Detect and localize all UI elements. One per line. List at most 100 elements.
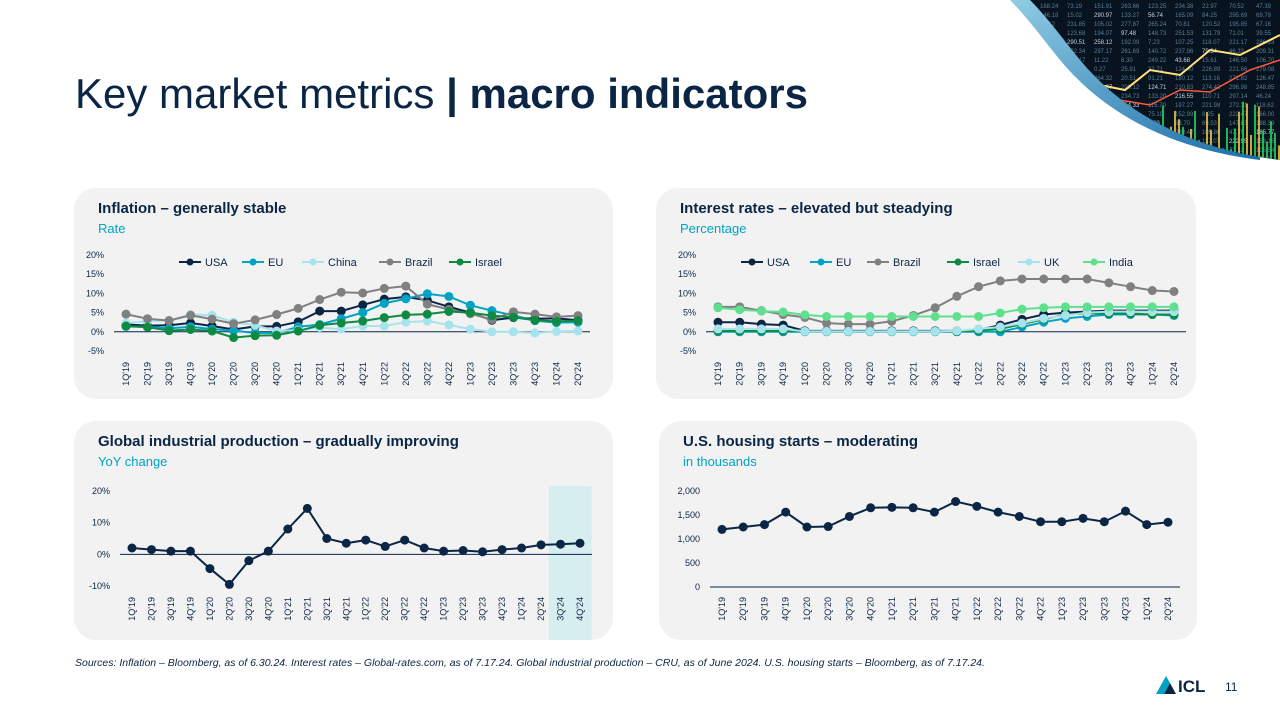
series-line [125, 310, 579, 339]
data-point [315, 306, 325, 316]
interest-rates-panel: Interest rates – elevated but steadying … [656, 188, 1196, 399]
housing-starts-subtitle: in thousands [683, 454, 757, 469]
y-tick-label: 1,000 [677, 534, 700, 544]
svg-text:105.02: 105.02 [1094, 22, 1113, 28]
data-point [1057, 517, 1067, 527]
forecast-highlight [548, 486, 592, 640]
x-tick-label: 2Q'21 [908, 597, 918, 621]
data-point [1082, 274, 1092, 284]
data-point [1036, 517, 1046, 527]
data-point [1121, 506, 1131, 516]
data-point [865, 311, 875, 321]
y-tick-label: 0% [683, 327, 696, 337]
data-point [1014, 511, 1024, 521]
data-point [843, 311, 853, 321]
series-line [717, 305, 1174, 318]
x-tick-label: 2Q'23 [1078, 597, 1088, 621]
data-point [1039, 303, 1049, 313]
svg-text:0.27: 0.27 [1094, 67, 1106, 73]
legend-item: EU [242, 257, 283, 269]
data-point [1060, 310, 1070, 320]
svg-text:8.25: 8.25 [1202, 112, 1214, 118]
y-tick-label: 20% [92, 486, 110, 496]
svg-text:290.97: 290.97 [1094, 13, 1113, 19]
data-point [778, 307, 788, 317]
svg-text:11.22: 11.22 [1094, 58, 1109, 64]
svg-text:91.21: 91.21 [1148, 76, 1164, 82]
x-tick-label: 1Q'22 [972, 597, 982, 621]
data-point [244, 556, 254, 566]
data-point [465, 324, 475, 334]
y-tick-label: 15% [86, 269, 104, 279]
y-tick-label: 0% [91, 327, 104, 337]
data-point [1163, 517, 1173, 527]
svg-text:66.97: 66.97 [1067, 121, 1083, 127]
data-point [756, 306, 766, 316]
data-point [1169, 286, 1179, 296]
x-tick-label: 1Q'23 [1060, 362, 1070, 386]
svg-text:277.87: 277.87 [1121, 22, 1140, 28]
data-point [1060, 274, 1070, 284]
svg-text:297.17: 297.17 [1094, 49, 1113, 55]
data-point [1078, 513, 1088, 523]
data-point [358, 316, 368, 326]
svg-text:79.34: 79.34 [1202, 49, 1218, 55]
x-tick-label: 1Q'19 [121, 362, 131, 386]
data-point [293, 303, 303, 313]
data-point [465, 300, 475, 310]
svg-text:132.34: 132.34 [1067, 49, 1086, 55]
y-tick-label: 10% [92, 518, 110, 528]
svg-text:296.98: 296.98 [1229, 85, 1248, 91]
x-tick-label: 3Q'21 [929, 597, 939, 621]
data-point [908, 326, 918, 336]
svg-text:118.62: 118.62 [1256, 103, 1275, 109]
data-point [380, 541, 390, 551]
svg-text:47.39: 47.39 [1256, 4, 1272, 10]
data-point [556, 539, 566, 549]
data-point [738, 522, 748, 532]
data-point [1039, 274, 1049, 284]
data-point [166, 546, 176, 556]
y-tick-label: 5% [683, 308, 696, 318]
y-tick-label: 0 [695, 582, 700, 592]
svg-text:46.97: 46.97 [1121, 157, 1137, 160]
svg-text:175.62: 175.62 [1067, 139, 1086, 145]
x-tick-label: 2Q'24 [1163, 597, 1173, 621]
svg-text:140.72: 140.72 [1148, 49, 1167, 55]
x-tick-label: 1Q'21 [887, 362, 897, 386]
data-point [465, 308, 475, 318]
data-point [401, 310, 411, 320]
data-point [458, 546, 468, 556]
data-point [865, 319, 875, 329]
page-number: 11 [1225, 680, 1238, 694]
x-tick-label: 2Q'21 [315, 362, 325, 386]
x-tick-label: 3Q'21 [336, 362, 346, 386]
svg-text:283.80: 283.80 [1067, 130, 1086, 136]
x-tick-label: 2Q'22 [995, 362, 1005, 386]
x-tick-label: 3Q'21 [322, 597, 332, 621]
svg-text:47.79: 47.79 [1229, 130, 1245, 136]
data-point [315, 320, 325, 330]
x-tick-label: 2Q'24 [1169, 362, 1179, 386]
data-point [186, 324, 196, 334]
legend-item: EU [810, 257, 851, 269]
data-point [487, 311, 497, 321]
x-tick-label: 4Q'23 [530, 362, 540, 386]
x-tick-label: 1Q'23 [465, 362, 475, 386]
y-tick-label: 1,500 [677, 510, 700, 520]
data-point [121, 321, 131, 331]
svg-text:6.48: 6.48 [1094, 103, 1106, 109]
x-tick-label: 4Q'22 [1036, 597, 1046, 621]
data-point [972, 501, 982, 511]
svg-text:15.61: 15.61 [1202, 58, 1218, 64]
data-point [887, 311, 897, 321]
svg-text:115.27: 115.27 [1040, 148, 1059, 154]
svg-text:123.63: 123.63 [1094, 130, 1113, 136]
svg-text:71.01: 71.01 [1229, 31, 1245, 37]
svg-text:31.45: 31.45 [1040, 121, 1056, 127]
x-tick-label: 1Q'20 [802, 597, 812, 621]
data-point [843, 326, 853, 336]
svg-text:212.68: 212.68 [1094, 139, 1113, 145]
svg-text:209.31: 209.31 [1256, 49, 1275, 55]
data-point [573, 316, 583, 326]
